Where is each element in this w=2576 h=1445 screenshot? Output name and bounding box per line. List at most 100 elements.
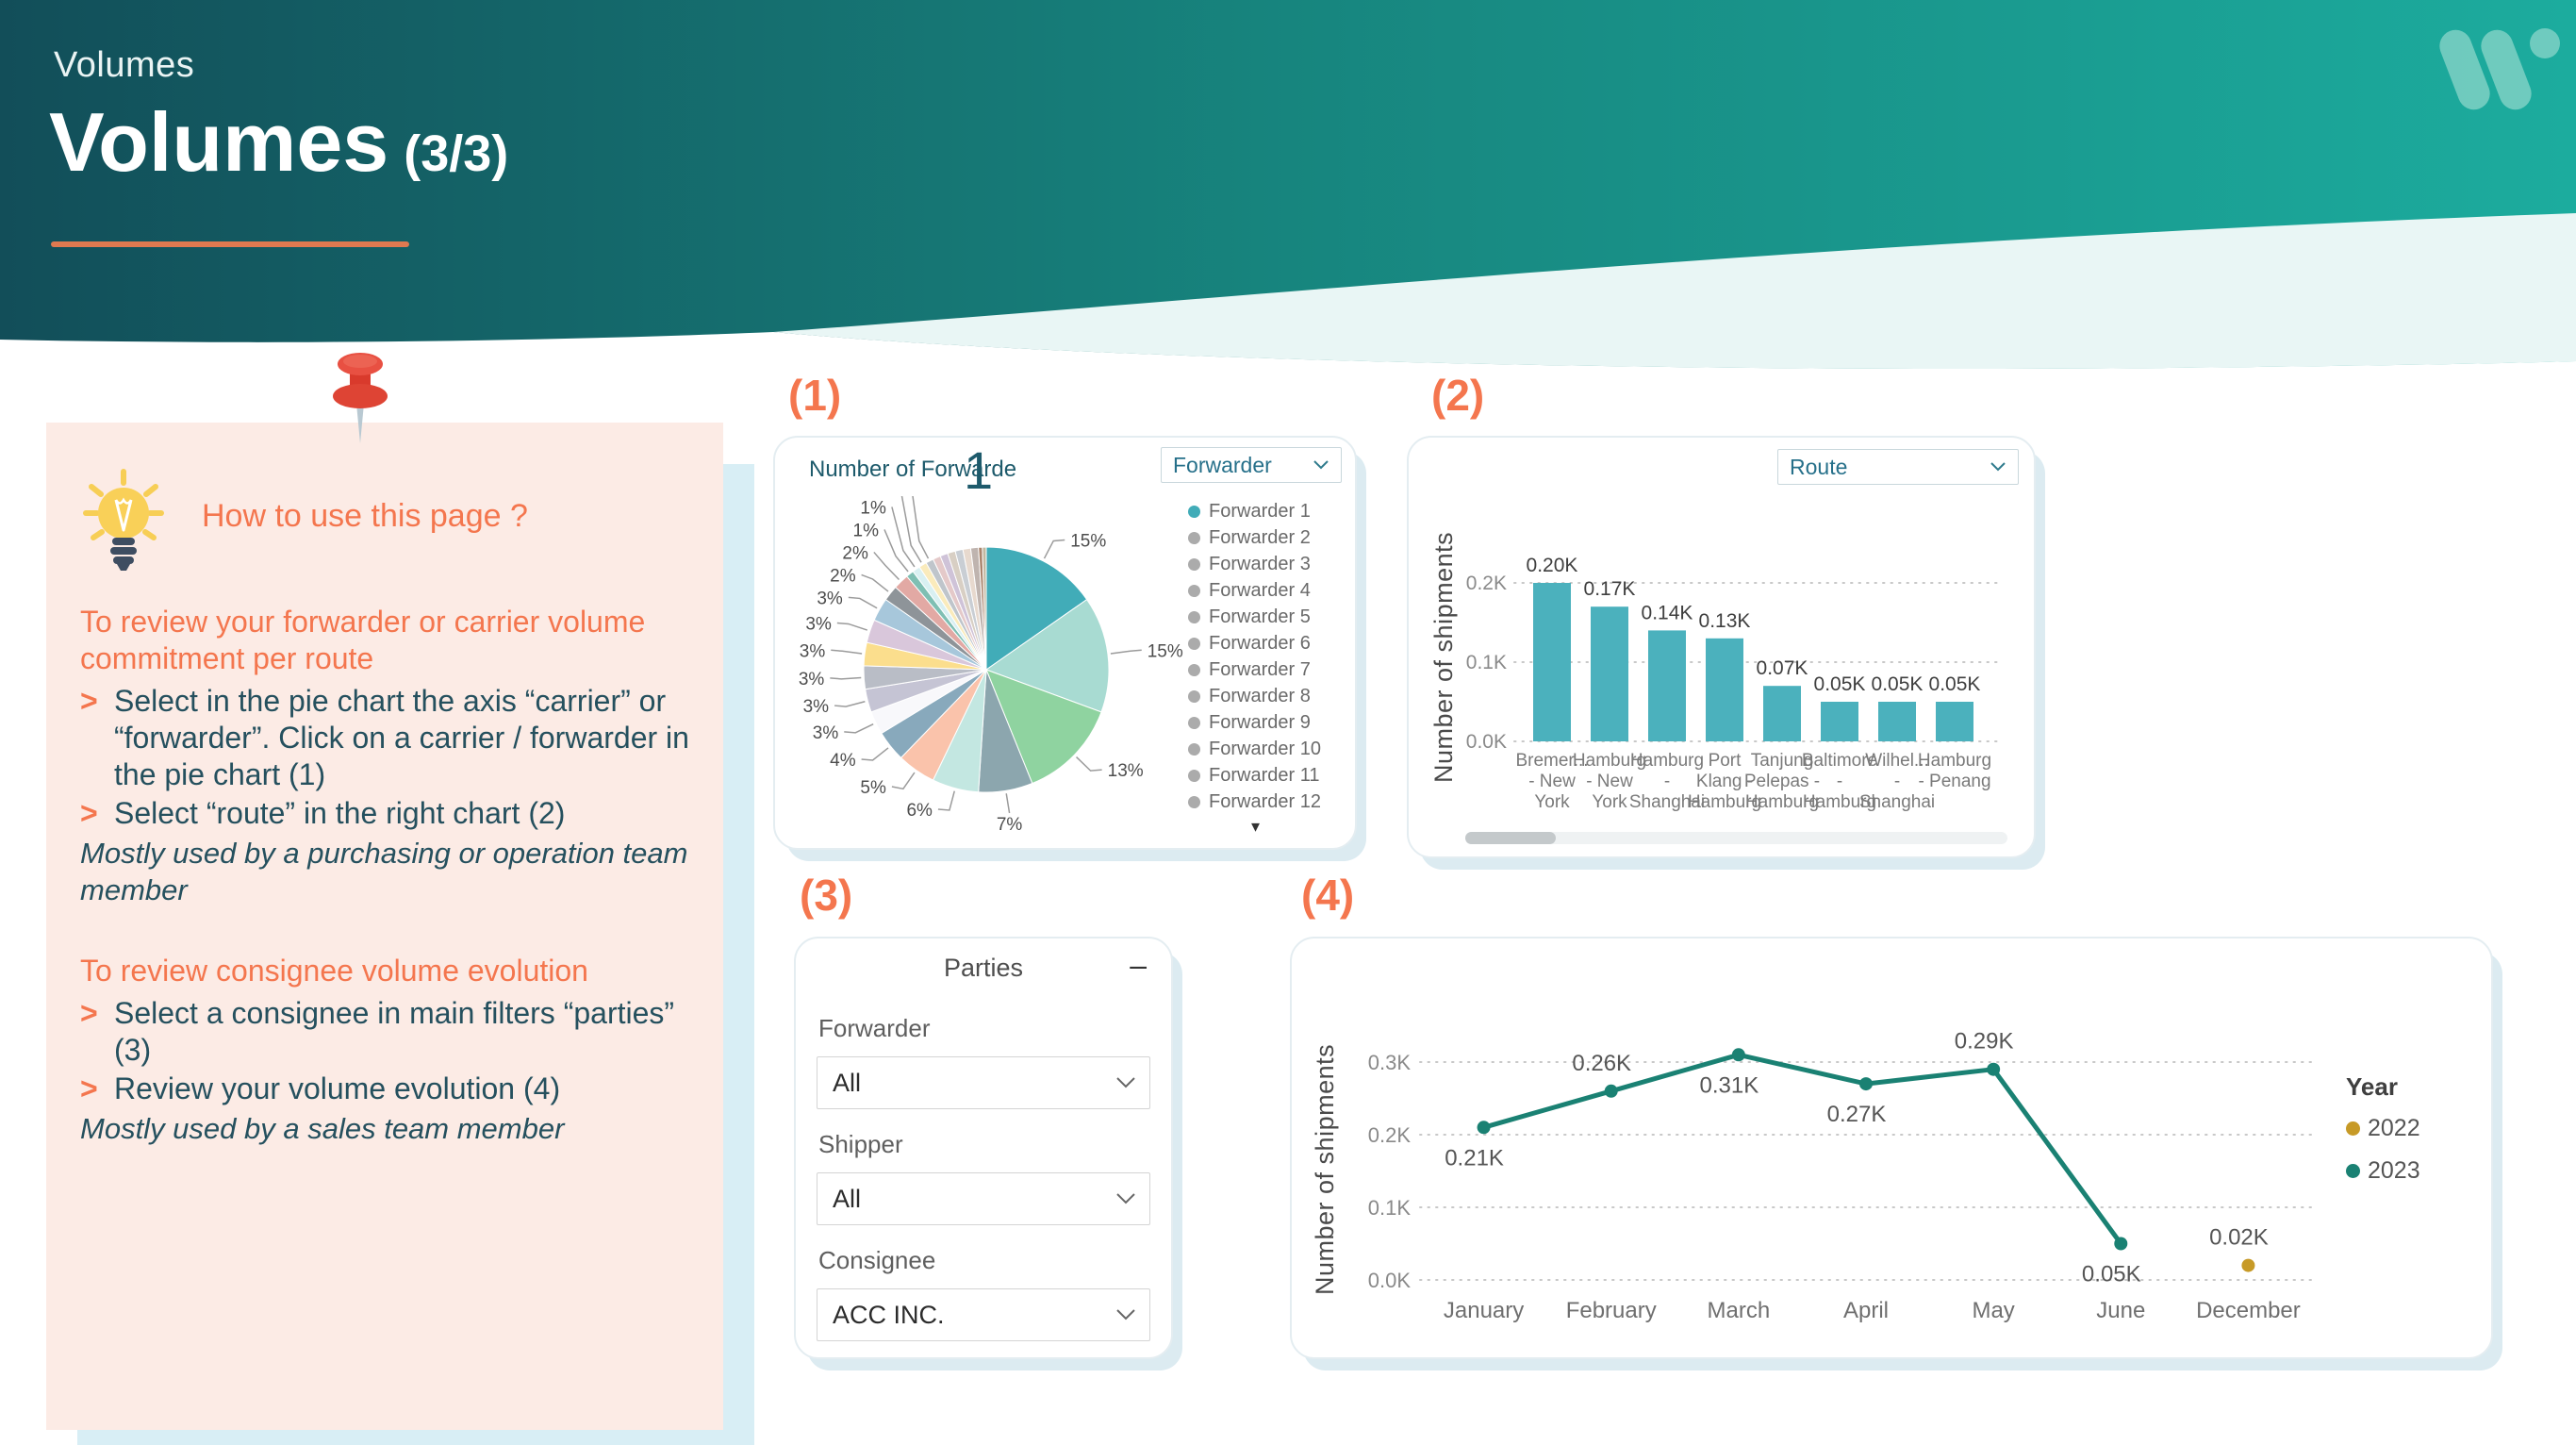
axis-dropdown[interactable]: Forwarder (1161, 447, 1342, 483)
filter-group-forwarder: Forwarder All (817, 1014, 1150, 1109)
legend-item[interactable]: Forwarder 4 (1188, 577, 1321, 604)
svg-text:Bremer...: Bremer... (1515, 751, 1588, 771)
forwarder-pie-chart[interactable]: 15%15%13%7%6%5%4%3%3%3%3%3%3%2%2%1%1%1%1… (781, 496, 1186, 838)
pie-slice-label: 3% (817, 589, 843, 608)
bar[interactable] (1878, 702, 1916, 741)
legend-item-label: Forwarder 7 (1209, 658, 1311, 680)
bar[interactable] (1821, 702, 1858, 741)
svg-text:Tanjung: Tanjung (1751, 751, 1814, 771)
bar-y-axis-label: Number of shipments (1429, 531, 1458, 783)
parties-title: Parties (943, 954, 1024, 982)
chevron-down-icon (1313, 460, 1329, 470)
data-point[interactable] (1731, 1048, 1745, 1062)
bar[interactable] (1706, 638, 1743, 741)
svg-text:0.07K: 0.07K (1757, 657, 1808, 679)
year-legend-item[interactable]: 2023 (2346, 1157, 2420, 1185)
legend-item[interactable]: Forwarder 2 (1188, 524, 1321, 551)
route-dropdown[interactable]: Route (1777, 449, 2019, 485)
legend-item[interactable]: Forwarder 3 (1188, 551, 1321, 577)
bar[interactable] (1763, 686, 1801, 741)
legend-item[interactable]: Forwarder 8 (1188, 683, 1321, 709)
pie-slice-label: 3% (799, 670, 825, 689)
data-point[interactable] (1477, 1121, 1491, 1135)
filter-select-consignee[interactable]: ACC INC. (817, 1288, 1150, 1341)
line-y-axis-label: Number of shipments (1311, 1043, 1339, 1295)
chart-scrollbar-thumb[interactable] (1465, 832, 1556, 844)
pie-slice-label: 3% (803, 697, 830, 717)
axis-dropdown-value: Forwarder (1173, 452, 1272, 477)
bar[interactable] (1533, 583, 1571, 741)
svg-text:0.13K: 0.13K (1699, 610, 1751, 632)
how-to-note: How to use this page ? To review your fo… (46, 423, 723, 1430)
svg-text:-: - (1894, 772, 1900, 791)
legend-item[interactable]: Forwarder 1 (1188, 498, 1321, 524)
svg-text:Shanghai: Shanghai (1859, 792, 1935, 812)
bar[interactable] (1648, 630, 1686, 741)
note-section-2: To review consignee volume evolution > Sel… (80, 953, 697, 1148)
svg-text:Port: Port (1709, 751, 1742, 771)
bullet-text: Review your volume evolution (4) (114, 1071, 561, 1105)
parties-filters: Forwarder All Shipper All Consignee ACC INC. (817, 993, 1150, 1341)
pie-slice[interactable] (985, 669, 1102, 785)
data-point[interactable] (1987, 1062, 2001, 1076)
volume-evolution-chart[interactable]: 0.0K 0.1K 0.2K 0.3K January February March Apri… (1341, 948, 2350, 1344)
svg-text:Shanghai: Shanghai (1629, 792, 1705, 812)
legend-item[interactable]: Forwarder 12 (1188, 789, 1321, 815)
legend-item-label: Forwarder 1 (1209, 500, 1311, 522)
svg-text:York: York (1534, 792, 1570, 812)
svg-text:May: May (1972, 1298, 2014, 1323)
bar[interactable] (1591, 606, 1628, 741)
svg-text:Hamburg: Hamburg (1630, 751, 1704, 771)
svg-text:0.3K: 0.3K (1368, 1051, 1412, 1074)
pie-slice[interactable] (985, 546, 1088, 671)
bar[interactable] (1936, 702, 1973, 741)
svg-text:-: - (1837, 772, 1842, 791)
legend-item[interactable]: Forwarder 6 (1188, 630, 1321, 656)
legend-item-label: Forwarder 2 (1209, 526, 1311, 548)
legend-item[interactable]: Forwarder 5 (1188, 604, 1321, 630)
svg-text:June: June (2096, 1298, 2145, 1323)
bullet-marker: > (80, 684, 98, 719)
data-point[interactable] (1859, 1077, 1873, 1091)
filter-select-forwarder[interactable]: All (817, 1056, 1150, 1109)
legend-next-page-icon[interactable]: ▾ (1251, 817, 1261, 836)
svg-text:- Penang: - Penang (1918, 772, 1990, 791)
pie-slice[interactable] (984, 598, 1110, 713)
bullet-text: Select a consignee in main filters “part… (114, 995, 675, 1067)
note-bullet: > Select in the pie chart the axis “carri… (80, 683, 697, 793)
legend-item[interactable]: Forwarder 9 (1188, 709, 1321, 736)
svg-text:0.1K: 0.1K (1466, 652, 1507, 673)
svg-text:December: December (2196, 1298, 2301, 1323)
year-legend: Year 2022 2023 (2346, 1072, 2420, 1200)
data-point[interactable] (1604, 1084, 1618, 1098)
note-bullet: > Select “route” in the right chart (2) (80, 795, 697, 832)
svg-text:0.1K: 0.1K (1368, 1196, 1412, 1220)
chevron-down-icon (1116, 1193, 1135, 1204)
filter-label: Forwarder (818, 1014, 931, 1042)
note-footnote: Mostly used by a sales team member (80, 1111, 565, 1145)
svg-text:0.2K: 0.2K (1368, 1123, 1412, 1147)
year-legend-label: 2022 (2368, 1115, 2420, 1141)
svg-text:0.29K: 0.29K (1955, 1029, 2014, 1055)
legend-item[interactable]: Forwarder 11 (1188, 762, 1321, 789)
filter-select-shipper[interactable]: All (817, 1172, 1150, 1225)
svg-text:- New: - New (1586, 772, 1633, 791)
svg-text:Klang -: Klang - (1696, 772, 1753, 791)
svg-text:0.05K: 0.05K (1929, 673, 1981, 695)
svg-text:Hamburg: Hamburg (1745, 792, 1819, 812)
pie-slice[interactable] (982, 546, 987, 671)
svg-text:0.31K: 0.31K (1699, 1072, 1759, 1098)
year-legend-item[interactable]: 2022 (2346, 1115, 2420, 1142)
legend-dot-icon (1188, 505, 1200, 518)
marker-1: (1) (788, 371, 842, 420)
parties-filter-card: Parties – Forwarder All Shipper All Consigne… (794, 937, 1173, 1359)
data-point[interactable] (2114, 1237, 2128, 1251)
bullet-text: Select in the pie chart the axis “carrie… (114, 684, 689, 792)
chart-scrollbar[interactable] (1465, 832, 2007, 844)
data-point[interactable] (2241, 1258, 2255, 1272)
legend-item[interactable]: Forwarder 10 (1188, 736, 1321, 762)
svg-text:0.0K: 0.0K (1368, 1269, 1412, 1292)
collapse-icon[interactable]: – (1130, 948, 1147, 982)
legend-item[interactable]: Forwarder 7 (1188, 656, 1321, 683)
